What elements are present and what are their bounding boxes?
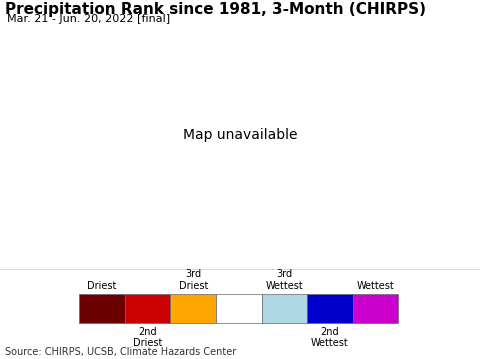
Text: Map unavailable: Map unavailable <box>183 128 297 141</box>
Text: 2nd
Wettest: 2nd Wettest <box>311 327 349 348</box>
Bar <box>262 294 307 323</box>
Bar <box>125 294 170 323</box>
Text: Driest: Driest <box>87 281 117 291</box>
Text: Source: CHIRPS, UCSB, Climate Hazards Center: Source: CHIRPS, UCSB, Climate Hazards Ce… <box>5 347 236 357</box>
Text: Mar. 21 - Jun. 20, 2022 [final]: Mar. 21 - Jun. 20, 2022 [final] <box>7 14 170 24</box>
Bar <box>79 294 125 323</box>
Bar <box>170 294 216 323</box>
Text: 2nd
Driest: 2nd Driest <box>133 327 162 348</box>
Bar <box>307 294 353 323</box>
Text: Precipitation Rank since 1981, 3-Month (CHIRPS): Precipitation Rank since 1981, 3-Month (… <box>5 2 426 17</box>
Text: Wettest: Wettest <box>357 281 395 291</box>
Bar <box>353 294 398 323</box>
Bar <box>216 294 262 323</box>
Text: 3rd
Wettest: 3rd Wettest <box>265 269 303 291</box>
Text: 3rd
Driest: 3rd Driest <box>179 269 208 291</box>
